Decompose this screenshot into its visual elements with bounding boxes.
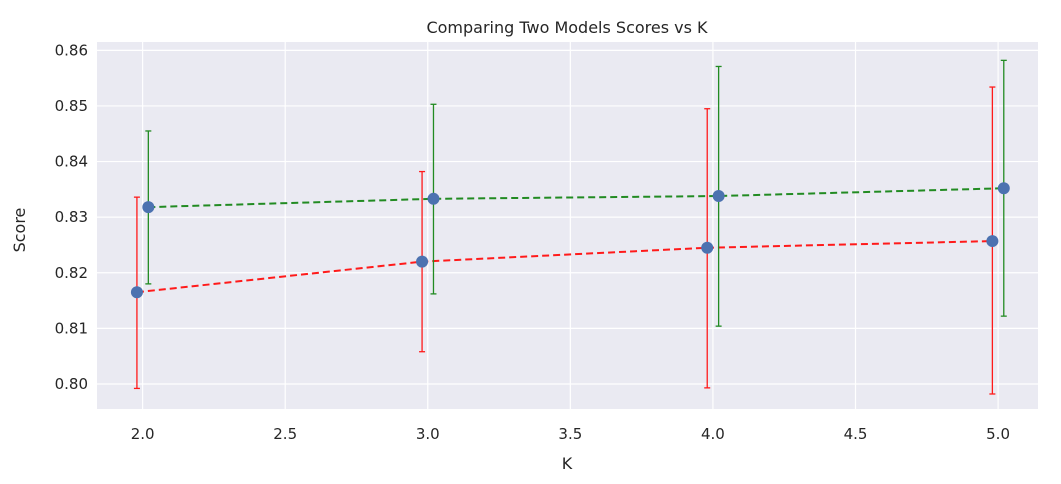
data-point (986, 235, 999, 248)
x-tick-label: 2.5 (273, 425, 297, 443)
x-tick-label: 4.5 (844, 425, 868, 443)
y-tick-label: 0.85 (55, 97, 88, 115)
series-line (136, 240, 993, 294)
data-point (416, 255, 429, 268)
x-axis-ticks: 2.0 2.5 3.0 3.5 4.0 4.5 5.0 (131, 425, 1010, 443)
data-point (997, 182, 1010, 195)
x-tick-label: 2.0 (131, 425, 155, 443)
data-point (142, 201, 155, 214)
data-markers (130, 182, 1010, 299)
y-tick-label: 0.81 (55, 319, 88, 337)
x-axis-title: K (562, 454, 573, 473)
y-axis-ticks: 0.80 0.81 0.82 0.83 0.84 0.85 0.86 (55, 41, 88, 393)
x-tick-label: 3.5 (558, 425, 582, 443)
plot-area (97, 42, 1038, 409)
data-point (130, 286, 143, 299)
x-tick-label: 4.0 (701, 425, 725, 443)
y-tick-label: 0.80 (55, 375, 88, 393)
y-tick-label: 0.84 (55, 153, 88, 171)
x-tick-label: 3.0 (416, 425, 440, 443)
y-tick-label: 0.86 (55, 41, 88, 59)
grid (97, 42, 1038, 409)
chart-title: Comparing Two Models Scores vs K (426, 18, 708, 37)
series-lines (136, 187, 1004, 294)
y-axis-title: Score (10, 208, 29, 253)
y-tick-label: 0.82 (55, 264, 88, 282)
data-point (427, 192, 440, 205)
x-tick-label: 5.0 (986, 425, 1010, 443)
data-point (701, 241, 714, 254)
data-point (712, 190, 725, 203)
y-tick-label: 0.83 (55, 208, 88, 226)
